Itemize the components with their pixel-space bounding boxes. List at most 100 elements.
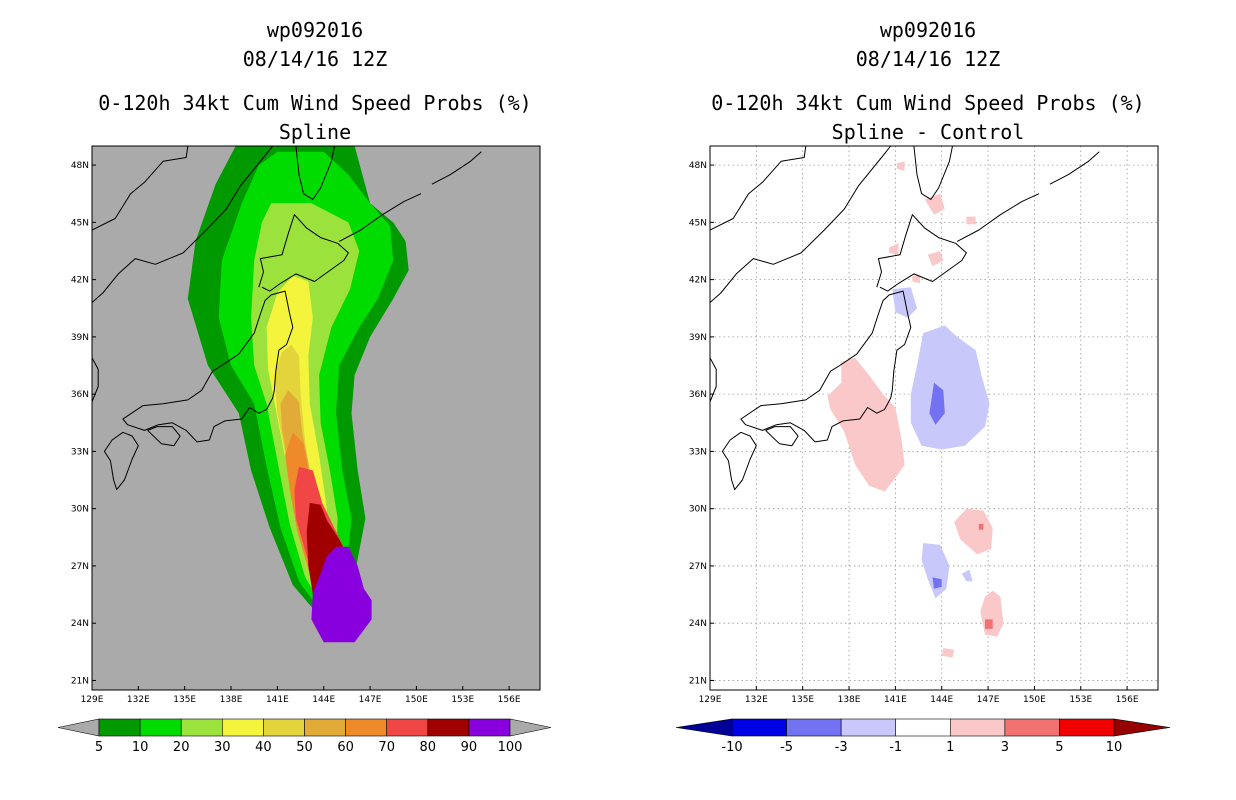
contour-region-1-17 — [966, 216, 976, 225]
x-tick-label: 144E — [312, 695, 335, 705]
x-tick-label: 153E — [1069, 695, 1092, 705]
y-tick-label: 42N — [71, 276, 89, 286]
x-tick-label: 135E — [173, 695, 196, 705]
contour-region-1-6 — [827, 357, 905, 492]
colorbar-level-label: 5 — [95, 740, 103, 755]
contour-region-1-15 — [889, 243, 899, 255]
right-panel: wp092016 08/14/16 12Z 0-120h 34kt Cum Wi… — [675, 18, 1171, 755]
coastline-segment-3 — [721, 431, 757, 491]
y-tick-label: 39N — [71, 333, 89, 343]
coastline-segment-2 — [122, 290, 294, 443]
right-title-line-1: wp092016 — [880, 18, 976, 42]
x-tick-label: 147E — [359, 695, 382, 705]
y-tick-label: 36N — [71, 390, 89, 400]
contour-region-3-8 — [978, 523, 984, 530]
left-plot-area: 129E 132E 135E 138E 141E 144E 147E 150E 153E 156E… — [71, 145, 541, 705]
colorbar-swatch-1 — [139, 718, 182, 737]
y-tick-label: 39N — [689, 333, 707, 343]
coastline-segment-3 — [103, 431, 139, 491]
x-tick-label: 150E — [405, 695, 428, 705]
contour-fills — [827, 161, 1004, 658]
y-tick-label: 42N — [689, 276, 707, 286]
coastline-segment-9 — [431, 151, 482, 185]
coastline-segment-1 — [258, 214, 349, 292]
plot-frame — [709, 145, 1159, 691]
colorbar-swatch-3 — [895, 718, 951, 737]
contour-region-1-7 — [954, 508, 993, 555]
colorbar-level-label: -1 — [889, 740, 902, 755]
plot-inner — [92, 146, 507, 643]
contour-region-100-10 — [311, 546, 372, 643]
y-tick-label: 45N — [71, 218, 89, 228]
x-tick-label: 150E — [1023, 695, 1046, 705]
y-tick-label: 27N — [71, 562, 89, 572]
right-title-line-3: 0-120h 34kt Cum Wind Speed Probs (%) — [711, 91, 1144, 115]
left-title-line-4: Spline — [279, 120, 351, 144]
colorbar-swatch-2 — [840, 718, 897, 737]
colorbar-end-left — [675, 718, 733, 737]
coastline — [92, 146, 507, 491]
x-tick-label: 141E — [266, 695, 289, 705]
contour-region-1-13 — [927, 251, 944, 267]
contour-region-neg1-3 — [921, 543, 950, 599]
grid-lines — [710, 146, 1158, 690]
contour-region-neg3-2 — [929, 382, 945, 425]
contour-region-neg1-5 — [961, 569, 973, 582]
y-tick-label: 21N — [71, 676, 89, 686]
contour-region-3-10 — [985, 619, 993, 629]
contour-fills — [187, 146, 409, 643]
contour-region-neg3-4 — [932, 577, 942, 589]
contour-region-neg1-1 — [910, 325, 990, 450]
right-plot-area: 129E 132E 135E 138E 141E 144E 147E 150E 153E 156E… — [689, 145, 1159, 705]
left-colorbar: 5 10 20 30 40 50 60 70 80 90 100 — [57, 718, 552, 755]
colorbar-level-label: 10 — [1106, 740, 1123, 755]
x-tick-label: 138E — [838, 695, 861, 705]
colorbar-level-label: -10 — [721, 740, 742, 755]
y-tick-label: 30N — [689, 505, 707, 515]
x-tick-label: 141E — [884, 695, 907, 705]
colorbar-level-label: 5 — [1055, 740, 1063, 755]
coastline-segment-7 — [710, 340, 717, 402]
colorbar-level-label: 30 — [214, 740, 231, 755]
axis-ticks: 129E 132E 135E 138E 141E 144E 147E 150E 153E 156E… — [71, 161, 521, 705]
colorbar-level-label: 60 — [337, 740, 354, 755]
coastline-segment-9 — [1049, 151, 1100, 185]
left-title-line-1: wp092016 — [267, 18, 363, 42]
colorbar-swatch-5 — [1004, 718, 1060, 737]
left-title-line-2: 08/14/16 12Z — [243, 47, 388, 71]
colorbar-level-label: 70 — [378, 740, 395, 755]
colorbar-level-label: -5 — [780, 740, 793, 755]
x-tick-label: 132E — [745, 695, 768, 705]
colorbar-level-label: 3 — [1001, 740, 1009, 755]
x-tick-label: 138E — [220, 695, 243, 705]
colorbar-level-label: 50 — [296, 740, 313, 755]
y-tick-label: 48N — [71, 161, 89, 171]
x-tick-label: 135E — [791, 695, 814, 705]
y-tick-label: 45N — [689, 218, 707, 228]
coastline-segment-4 — [765, 426, 799, 447]
coastline-segment-6 — [92, 146, 274, 303]
colorbar-level-label: 80 — [420, 740, 437, 755]
axis-ticks: 129E 132E 135E 138E 141E 144E 147E 150E 153E 156E… — [689, 161, 1139, 705]
colorbar-swatch-5 — [304, 718, 346, 737]
colorbar-level-label: -3 — [835, 740, 848, 755]
colorbar-level-label: 100 — [498, 740, 523, 755]
colorbar-swatch-2 — [180, 718, 223, 737]
colorbar-swatch-0 — [98, 718, 141, 737]
colorbar-end-left — [57, 718, 100, 737]
plot-frame — [91, 145, 541, 691]
x-tick-label: 156E — [498, 695, 521, 705]
colorbar-level-label: 10 — [132, 740, 149, 755]
right-title: wp092016 08/14/16 12Z 0-120h 34kt Cum Wi… — [711, 18, 1144, 144]
x-tick-label: 144E — [930, 695, 953, 705]
y-tick-label: 33N — [689, 447, 707, 457]
x-tick-label: 129E — [81, 695, 104, 705]
colorbar-swatch-4 — [949, 718, 1006, 737]
y-tick-label: 33N — [71, 447, 89, 457]
colorbar-end-right — [1113, 718, 1171, 737]
right-title-line-2: 08/14/16 12Z — [856, 47, 1001, 71]
plot-inner — [710, 146, 1158, 690]
colorbar-level-label: 1 — [946, 740, 954, 755]
colorbar-swatch-9 — [468, 718, 511, 737]
